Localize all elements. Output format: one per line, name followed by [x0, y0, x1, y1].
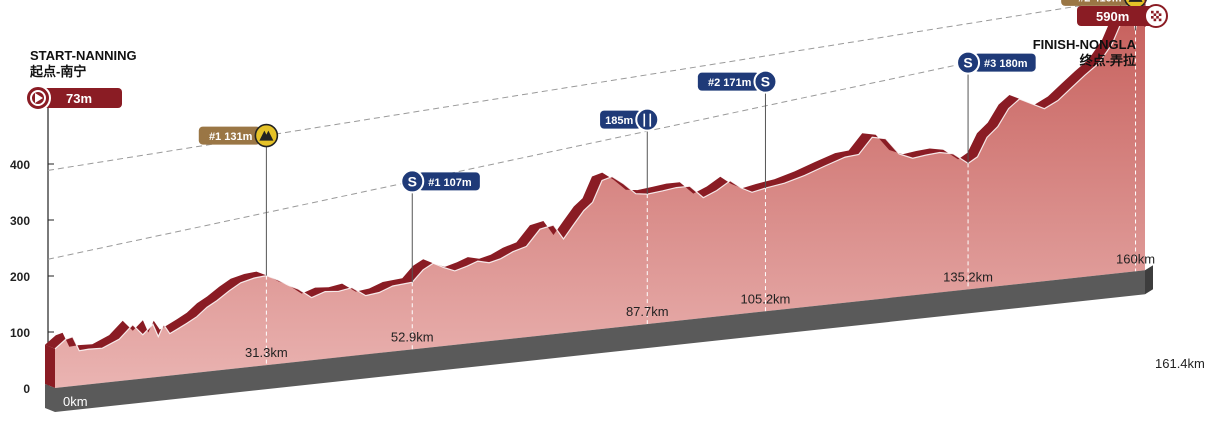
start-name: START-NANNING [30, 48, 137, 63]
marker-label: #2 171m [708, 77, 752, 89]
marker-label: #1 107m [428, 177, 472, 189]
checker-cell [1151, 10, 1154, 14]
checker-cell [1156, 16, 1159, 19]
finish-name-cn: 终点-弄拉 [1080, 53, 1136, 68]
y-tick-label-200: 200 [10, 270, 30, 284]
x-tick-label-160km: 160km [1116, 251, 1155, 266]
base-strip [45, 270, 1145, 412]
profile-area-group [45, 0, 1145, 388]
y-tick-label-100: 100 [10, 326, 30, 340]
marker-badge [198, 126, 261, 145]
y-tick-label-300: 300 [10, 214, 30, 228]
start-name-cn: 起点-南宁 [29, 64, 86, 79]
marker-sprint-6: #3 180m S [956, 50, 1036, 164]
marker-kom-2: #1 131m [198, 123, 279, 276]
checker-cell [1153, 13, 1157, 16]
marker-sprint-3: #1 107m S [400, 169, 480, 283]
base-strip-group: 0km 31.3km 52.9km 87.7km 105.2km 135.2km 160km… [45, 30, 1205, 412]
finish-elevation: 590m [1096, 9, 1129, 24]
profile-area [55, 0, 1145, 388]
x-tick-label-1614km: 161.4km [1155, 356, 1205, 371]
checker-cell [1158, 13, 1162, 16]
marker-badge [418, 172, 480, 191]
base-strip-end [1145, 265, 1153, 295]
marker-label: #3 180m [984, 58, 1028, 70]
marker-feed-4: 185m [600, 107, 660, 195]
x-tick-label-313km: 31.3km [245, 345, 288, 360]
mountain-icon [1128, 0, 1143, 2]
reference-line-2 [47, 62, 969, 260]
sprint-icon [753, 69, 778, 94]
sprint-icon-glyph: S [408, 173, 417, 189]
start-elevation: 73m [66, 91, 92, 106]
x-tick-label-1052km: 105.2km [741, 291, 791, 306]
checker-cell [1158, 18, 1162, 22]
checker-cell [1151, 16, 1154, 19]
profile-line [54, 0, 1141, 352]
finish-name: FINISH-NONGLA [1033, 37, 1137, 52]
x-tick-label-1352km: 135.2km [943, 269, 993, 284]
x-tick-label-529km: 52.9km [391, 329, 434, 344]
x-tick-label-877km: 87.7km [626, 304, 669, 319]
marker-label: #2 410m [1078, 0, 1122, 4]
marker-badge [1061, 0, 1130, 6]
y-tick-label-400: 400 [10, 158, 30, 172]
sprint-icon-glyph: S [761, 74, 770, 90]
feed-icon [635, 107, 660, 132]
marker-badge [974, 53, 1036, 72]
finish-elevation-badge [1077, 6, 1157, 26]
start-elevation-badge [40, 88, 122, 108]
marker-label: 185m [605, 115, 633, 127]
y-tick-label-0: 0 [23, 382, 30, 396]
sprint-icon [956, 50, 981, 75]
marker-label: #1 131m [209, 131, 253, 143]
play-ring-icon [30, 90, 46, 106]
play-icon [35, 93, 43, 103]
sprint-icon [400, 169, 425, 194]
mountain-icon [259, 130, 274, 141]
checker-cell [1156, 10, 1159, 14]
marker-sprint-5: #2 171m S [697, 69, 778, 189]
checker-cell [1153, 18, 1157, 22]
profile-left-wall [45, 344, 55, 388]
marker-badge [600, 110, 642, 129]
sprint-icon-glyph: S [963, 55, 972, 71]
marker-badge [697, 72, 760, 91]
x-tick-label-0km: 0km [63, 394, 88, 409]
